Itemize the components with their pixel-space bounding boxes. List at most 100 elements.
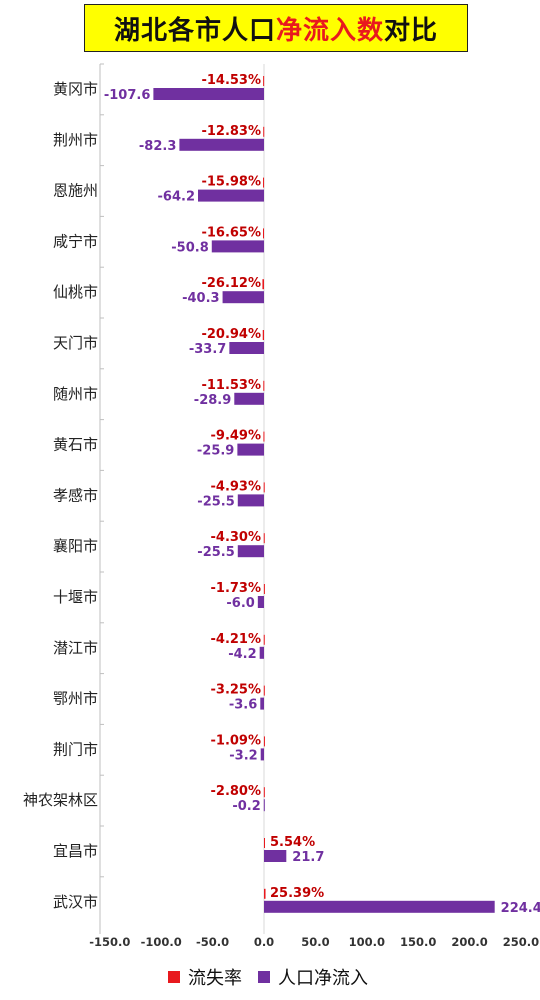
rate-bar xyxy=(264,888,266,899)
inflow-bar xyxy=(237,545,264,558)
x-tick-label: 100.0 xyxy=(349,935,385,949)
inflow-bar xyxy=(257,596,264,608)
inflow-label: -3.2 xyxy=(229,748,257,763)
category-label: 恩施州 xyxy=(53,182,98,200)
inflow-bar xyxy=(260,697,264,710)
rate-bar xyxy=(263,685,265,696)
category-label: 潜江市 xyxy=(53,639,98,657)
legend-swatch-rate xyxy=(168,971,180,983)
legend-label-rate: 流失率 xyxy=(188,968,242,989)
inflow-label: -82.3 xyxy=(139,139,176,154)
legend-item-inflow: 人口净流入 xyxy=(258,964,368,990)
inflow-bar xyxy=(211,240,264,253)
rate-bar xyxy=(264,838,265,848)
rate-bar xyxy=(263,736,265,747)
inflow-bar xyxy=(263,799,265,812)
inflow-bar xyxy=(260,748,264,761)
x-tick-label: 150.0 xyxy=(400,935,436,949)
legend-label-inflow: 人口净流入 xyxy=(278,968,368,989)
inflow-bar xyxy=(264,900,495,913)
category-label: 咸宁市 xyxy=(53,232,98,250)
rate-bar xyxy=(262,279,264,290)
title-part-1: 湖北各市人口 xyxy=(113,15,276,46)
rate-label: -4.93% xyxy=(211,479,262,494)
rate-bar xyxy=(263,177,265,188)
rate-bar xyxy=(263,634,265,645)
inflow-label: -25.9 xyxy=(197,444,234,459)
category-label: 孝感市 xyxy=(53,486,98,504)
rate-label: 25.39% xyxy=(270,886,324,901)
inflow-bar xyxy=(198,189,264,202)
x-tick-label: -100.0 xyxy=(141,935,182,949)
category-label: 天门市 xyxy=(53,334,98,352)
inflow-label: -25.5 xyxy=(197,545,234,560)
inflow-label: -6.0 xyxy=(226,596,254,611)
inflow-label: -40.3 xyxy=(182,291,219,306)
inflow-bar xyxy=(237,494,264,507)
rate-bar xyxy=(263,228,265,239)
rate-bar xyxy=(263,431,265,442)
inflow-label: -0.2 xyxy=(232,799,260,814)
rate-label: 5.54% xyxy=(270,835,315,850)
rate-label: -15.98% xyxy=(201,175,261,190)
legend: 流失率 人口净流入 xyxy=(168,964,384,990)
rate-label: -3.25% xyxy=(211,683,262,698)
inflow-label: 21.7 xyxy=(292,850,324,865)
inflow-label: 224.4 xyxy=(501,901,540,916)
inflow-bar xyxy=(222,291,264,304)
inflow-label: -50.8 xyxy=(171,240,208,255)
inflow-label: -4.2 xyxy=(228,647,256,662)
inflow-bar xyxy=(234,392,264,405)
category-label: 随州市 xyxy=(53,385,98,403)
category-label: 荆州市 xyxy=(53,131,98,149)
x-tick-label: 200.0 xyxy=(451,935,487,949)
x-tick-label: 250.0 xyxy=(503,935,539,949)
chart-title: 湖北各市人口 净流入数 对比 xyxy=(84,4,468,52)
rate-label: -14.53% xyxy=(201,73,261,88)
rate-label: -11.53% xyxy=(201,378,261,393)
inflow-bar xyxy=(153,88,264,100)
rate-bar xyxy=(263,482,265,493)
x-tick-label: 0.0 xyxy=(254,935,274,949)
inflow-label: -33.7 xyxy=(189,342,226,357)
rate-bar xyxy=(263,380,265,391)
inflow-bar xyxy=(237,443,264,456)
inflow-label: -107.6 xyxy=(104,88,151,103)
category-label: 武汉市 xyxy=(53,893,98,911)
rate-label: -9.49% xyxy=(211,429,262,444)
x-tick-label: -150.0 xyxy=(89,935,130,949)
rate-bar xyxy=(263,533,265,544)
rate-label: -4.21% xyxy=(211,632,262,647)
title-part-3: 对比 xyxy=(384,15,439,46)
rate-label: -12.83% xyxy=(201,124,261,139)
rate-label: -1.73% xyxy=(211,581,262,596)
title-part-2: 净流入数 xyxy=(275,15,384,46)
rate-label: -20.94% xyxy=(201,327,261,342)
rate-label: -26.12% xyxy=(201,276,261,291)
rate-bar xyxy=(263,126,265,137)
x-tick-label: -50.0 xyxy=(196,935,229,949)
inflow-bar xyxy=(264,850,287,862)
category-label: 鄂州市 xyxy=(53,690,98,708)
rate-bar xyxy=(263,787,265,798)
rate-bar xyxy=(263,584,265,594)
category-label: 神农架林区 xyxy=(23,791,98,809)
inflow-bar xyxy=(229,342,264,354)
inflow-label: -3.6 xyxy=(229,698,257,713)
x-tick-label: 50.0 xyxy=(301,935,329,949)
legend-swatch-inflow xyxy=(258,971,270,983)
inflow-label: -28.9 xyxy=(194,393,231,408)
rate-label: -4.30% xyxy=(211,530,262,545)
category-label: 宜昌市 xyxy=(53,842,98,860)
category-label: 仙桃市 xyxy=(53,283,98,301)
rate-bar xyxy=(262,330,264,340)
legend-item-rate: 流失率 xyxy=(168,964,242,990)
category-label: 荆门市 xyxy=(53,740,98,758)
inflow-bar xyxy=(179,138,264,151)
category-label: 黄冈市 xyxy=(53,80,98,98)
rate-label: -1.09% xyxy=(211,733,262,748)
inflow-label: -64.2 xyxy=(158,190,195,205)
inflow-bar xyxy=(259,646,264,659)
category-label: 黄石市 xyxy=(53,436,98,454)
